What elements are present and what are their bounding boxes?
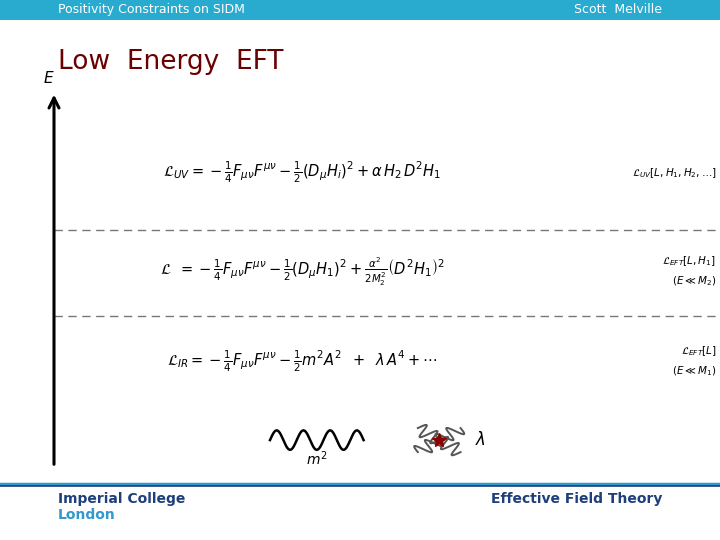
Text: $m^2$: $m^2$ (306, 450, 328, 468)
Text: $\mathcal{L}_{IR} = -\frac{1}{4}F_{\mu\nu}F^{\mu\nu} - \frac{1}{2}m^2 A^2 \;\;+\: $\mathcal{L}_{IR} = -\frac{1}{4}F_{\mu\n… (167, 349, 438, 374)
Text: $\mathcal{L}_{EFT}[L, H_1]$: $\mathcal{L}_{EFT}[L, H_1]$ (662, 254, 716, 268)
Text: $E$: $E$ (43, 70, 55, 86)
Text: Positivity Constraints on SIDM: Positivity Constraints on SIDM (58, 3, 245, 17)
Text: Imperial College: Imperial College (58, 492, 185, 507)
Text: $\mathcal{L}_{EFT}[L]$: $\mathcal{L}_{EFT}[L]$ (680, 344, 716, 358)
Text: $(E \ll M_2)$: $(E \ll M_2)$ (672, 274, 716, 288)
Text: Low  Energy  EFT: Low Energy EFT (58, 49, 283, 75)
Text: London: London (58, 508, 115, 522)
Text: $(E \ll M_1)$: $(E \ll M_1)$ (672, 364, 716, 379)
Text: $\mathcal{L}_{UV}[L, H_1, H_2, \ldots]$: $\mathcal{L}_{UV}[L, H_1, H_2, \ldots]$ (631, 166, 716, 180)
Text: $\mathcal{L}_{UV} = -\frac{1}{4}F_{\mu\nu}F^{\mu\nu} - \frac{1}{2}\left(D_{\mu}H: $\mathcal{L}_{UV} = -\frac{1}{4}F_{\mu\n… (163, 160, 441, 185)
Text: $\lambda$: $\lambda$ (475, 431, 486, 449)
Text: Effective Field Theory: Effective Field Theory (491, 492, 662, 507)
Bar (0, 0, 720, 20)
Text: Scott  Melville: Scott Melville (575, 3, 662, 17)
Text: $\mathcal{L}\;\; = -\frac{1}{4}F_{\mu\nu}F^{\mu\nu} - \frac{1}{2}\left(D_{\mu}H_: $\mathcal{L}\;\; = -\frac{1}{4}F_{\mu\nu… (160, 255, 445, 288)
